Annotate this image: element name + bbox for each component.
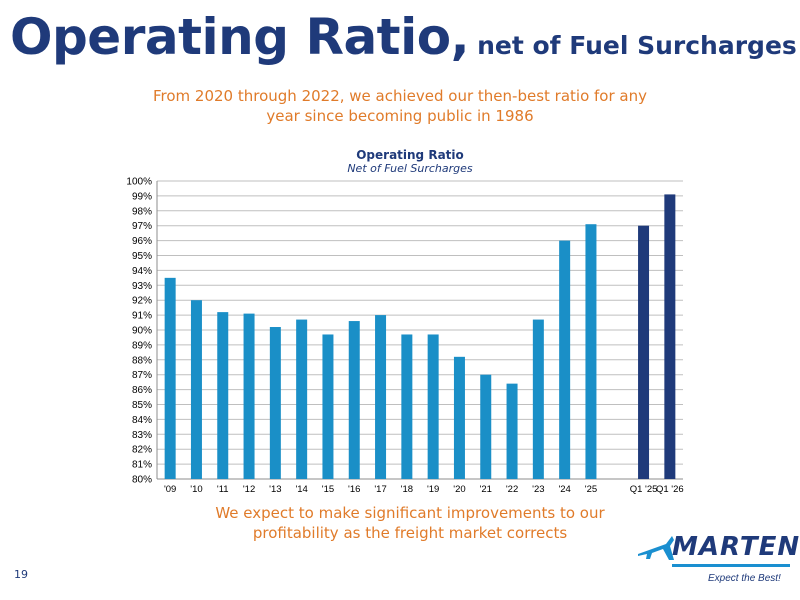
x-tick-label: '21: [480, 484, 492, 495]
title-main: Operating Ratio,: [10, 8, 470, 66]
x-tick-label: '11: [217, 484, 229, 495]
page-subtitle: From 2020 through 2022, we achieved our …: [150, 86, 650, 126]
x-tick-label: '17: [374, 484, 386, 495]
x-tick-label: '09: [164, 484, 176, 495]
y-tick-label: 83%: [132, 430, 152, 441]
x-tick-label: '23: [532, 484, 544, 495]
bar: [532, 319, 544, 479]
x-tick-label: Q1 '25: [630, 484, 658, 495]
y-tick-label: 82%: [132, 445, 152, 456]
page-number: 19: [14, 568, 28, 581]
bar: [190, 300, 202, 479]
y-tick-label: 90%: [132, 326, 152, 337]
bar: [453, 356, 465, 479]
x-tick-label: '24: [558, 484, 570, 495]
y-tick-label: 86%: [132, 385, 152, 396]
footer-line-1: We expect to make significant improvemen…: [215, 504, 605, 522]
logo-wordmark: MARTEN: [672, 532, 800, 562]
y-tick-label: 85%: [132, 400, 152, 411]
bar: [585, 224, 597, 479]
y-tick-label: 94%: [132, 266, 152, 277]
bar: [375, 315, 387, 479]
x-tick-label: '16: [348, 484, 360, 495]
y-tick-label: 91%: [132, 311, 152, 322]
y-tick-label: 99%: [132, 191, 152, 202]
y-tick-label: 96%: [132, 236, 152, 247]
bar: [269, 327, 281, 479]
bar: [164, 277, 176, 479]
bar: [401, 334, 413, 479]
x-tick-label: '19: [427, 484, 439, 495]
title-sub: net of Fuel Surcharges: [477, 31, 797, 60]
x-tick-label: '15: [322, 484, 334, 495]
y-tick-label: 87%: [132, 370, 152, 381]
subtitle-line-2: year since becoming public in 1986: [266, 107, 534, 125]
chart-subtitle: Net of Fuel Surcharges: [347, 162, 473, 175]
y-tick-label: 84%: [132, 415, 152, 426]
x-tick-label: Q1 '26: [656, 484, 684, 495]
bar: [638, 225, 650, 479]
logo-tagline: Expect the Best!: [708, 573, 781, 584]
bar: [506, 383, 518, 479]
airplane-logo-icon: [638, 536, 674, 560]
footer-message: We expect to make significant improvemen…: [200, 503, 620, 543]
y-tick-label: 88%: [132, 355, 152, 366]
y-tick-label: 89%: [132, 340, 152, 351]
bar: [322, 334, 334, 479]
x-tick-label: '18: [401, 484, 413, 495]
y-tick-label: 93%: [132, 281, 152, 292]
x-tick-label: '13: [269, 484, 281, 495]
y-tick-label: 81%: [132, 460, 152, 471]
page-title: Operating Ratio, net of Fuel Surcharges: [10, 8, 797, 66]
x-tick-label: '12: [243, 484, 255, 495]
x-tick-label: '22: [506, 484, 518, 495]
chart-title: Operating Ratio: [356, 148, 464, 162]
bar: [427, 334, 439, 479]
logo-underline: [672, 564, 790, 567]
y-tick-label: 98%: [132, 206, 152, 217]
bar: [348, 321, 360, 479]
footer-line-2: profitability as the freight market corr…: [252, 524, 568, 542]
subtitle-line-1: From 2020 through 2022, we achieved our …: [153, 87, 647, 105]
y-tick-label: 92%: [132, 296, 152, 307]
y-tick-label: 100%: [126, 177, 152, 188]
y-tick-label: 95%: [132, 251, 152, 262]
bar: [559, 240, 571, 479]
bar: [217, 312, 229, 479]
y-tick-label: 80%: [132, 475, 152, 486]
operating-ratio-chart: 80% 81% 82% 83% 84% 85% 86% 87% 88% 89% 90% 91% 92% 9…: [126, 177, 684, 496]
x-tick-label: '10: [190, 484, 202, 495]
bar: [243, 313, 255, 479]
bar: [480, 374, 492, 479]
bar: [664, 194, 676, 479]
x-tick-label: '20: [453, 484, 465, 495]
x-tick-label: '14: [295, 484, 307, 495]
y-tick-label: 97%: [132, 221, 152, 232]
bar: [296, 319, 308, 479]
x-tick-label: '25: [585, 484, 597, 495]
marten-logo: MARTEN Expect the Best!: [636, 530, 799, 590]
